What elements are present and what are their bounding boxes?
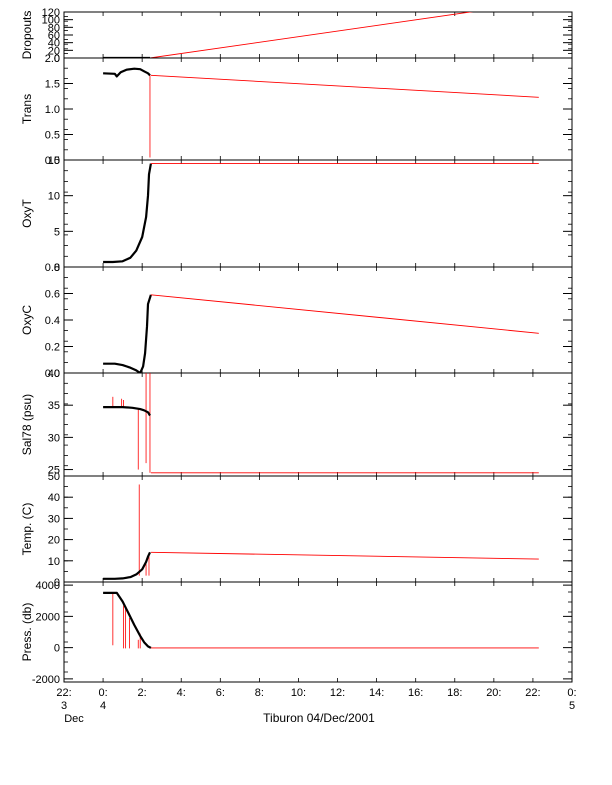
y-tick-label: 100 [42, 15, 60, 27]
x-tick-label: 22: [56, 687, 71, 699]
y-tick-label: 50 [48, 471, 60, 483]
y-tick-label: 30 [48, 513, 60, 525]
y-tick-label: 10 [48, 191, 60, 203]
panel-data [103, 12, 474, 58]
panel-data [103, 67, 539, 158]
measured-series-line [103, 591, 152, 649]
interpolated-series-line [150, 294, 539, 334]
x-tick-label: 22: [525, 687, 540, 699]
y-tick-label: -2000 [32, 674, 60, 686]
x-axis: 22: 0: 2: 4: 6: 8: 10: 12: 14: 16: 18: 20: 22: 0: 3Dec… [56, 687, 576, 725]
panel-oxyt: 0 5 10 15 OxyT [20, 155, 573, 274]
y-tick-label: 120 [42, 7, 60, 19]
x-day-label: 4 [100, 700, 106, 712]
y-tick-label: 0.2 [45, 342, 60, 354]
panel-oxyc: 0.0 0.2 0.4 0.6 0.8 OxyC [20, 262, 573, 380]
y-tick-label: 25 [48, 465, 60, 477]
y-tick-label: 15 [48, 155, 60, 167]
x-day-label: 3 [61, 700, 67, 712]
panel-frame [63, 159, 573, 268]
y-tick-label: 0 [54, 643, 60, 655]
x-month-label: Dec [64, 713, 84, 725]
y-tick-label: 1.5 [45, 79, 60, 91]
x-tick-label: 0: [98, 687, 107, 699]
x-tick-label: 14: [369, 687, 384, 699]
panel-frame [63, 372, 573, 477]
x-axis-title: Tiburon 04/Dec/2001 [263, 711, 375, 725]
x-tick-label: 8: [255, 687, 264, 699]
y-tick-label: 80 [48, 22, 60, 34]
y-tick-label: 0 [54, 262, 60, 274]
panel-trans: 0.0 0.5 1.0 1.5 2.0 Trans [20, 53, 573, 167]
y-tick-label: 0.5 [45, 130, 60, 142]
y-tick-label: 0.8 [45, 262, 60, 274]
x-tick-label: 12: [330, 687, 345, 699]
y-tick-label: 30 [48, 432, 60, 444]
measured-series-line [103, 294, 152, 373]
x-day-label: 5 [569, 700, 575, 712]
x-tick-label: 18: [447, 687, 462, 699]
y-axis-title: Press. (db) [20, 603, 34, 662]
y-tick-label: 5 [54, 226, 60, 238]
y-tick-label: 0 [54, 577, 60, 589]
y-axis-title: Temp. (C) [20, 503, 34, 556]
measured-series-line [103, 67, 151, 78]
interpolated-series-line [150, 74, 539, 98]
y-tick-label: 40 [48, 38, 60, 50]
chart-panels: 020406080100120Dropouts0.00.51.01.52.0Tr… [20, 7, 573, 686]
panel-frame [63, 581, 573, 683]
y-tick-label: 0.4 [45, 315, 60, 327]
y-tick-label: 0 [54, 53, 60, 65]
panel-frame [63, 266, 573, 374]
x-tick-label: 10: [291, 687, 306, 699]
interpolated-series-line [149, 12, 474, 58]
y-tick-label: 35 [48, 400, 60, 412]
y-tick-label: 4000 [36, 580, 60, 592]
y-tick-label: 10 [48, 556, 60, 568]
panel-data [103, 163, 539, 264]
panel-temp-c: 0 10 20 30 40 50 Temp. (C) [20, 471, 573, 589]
y-axis-title: Sal78 (psu) [20, 394, 34, 455]
x-tick-label: 0: [567, 687, 576, 699]
measured-series-line [103, 163, 152, 264]
x-tick-label: 20: [486, 687, 501, 699]
measured-series-line [103, 551, 151, 580]
y-tick-label: 0.0 [45, 155, 60, 167]
y-tick-label: 20 [48, 45, 60, 57]
interpolated-series-line [150, 551, 539, 560]
panel-sal78-psu: 25 30 35 40 Sal78 (psu) [20, 368, 573, 477]
y-axis-title: OxyT [20, 199, 34, 228]
x-tick-label: 4: [177, 687, 186, 699]
y-tick-label: 20 [48, 535, 60, 547]
y-tick-label: 0.6 [45, 289, 60, 301]
panel-data [103, 294, 539, 373]
y-axis-title: OxyC [20, 305, 34, 335]
y-axis-title: Dropouts [20, 11, 34, 60]
y-tick-label: 2.0 [45, 53, 60, 65]
y-tick-label: 40 [48, 492, 60, 504]
panel-data [103, 591, 539, 649]
y-tick-label: 1.0 [45, 104, 60, 116]
y-tick-label: 0.0 [45, 368, 60, 380]
panel-frame [63, 475, 573, 583]
y-tick-label: 40 [48, 368, 60, 380]
x-tick-label: 16: [408, 687, 423, 699]
panel-frame [63, 11, 573, 59]
x-tick-label: 6: [216, 687, 225, 699]
panel-data [103, 484, 539, 580]
panel-frame [63, 57, 573, 161]
measured-series-line [103, 406, 151, 417]
y-axis-title: Trans [20, 94, 34, 124]
y-tick-label: 2000 [36, 611, 60, 623]
y-tick-label: 60 [48, 30, 60, 42]
panel-data [103, 373, 539, 474]
x-tick-label: 2: [138, 687, 147, 699]
